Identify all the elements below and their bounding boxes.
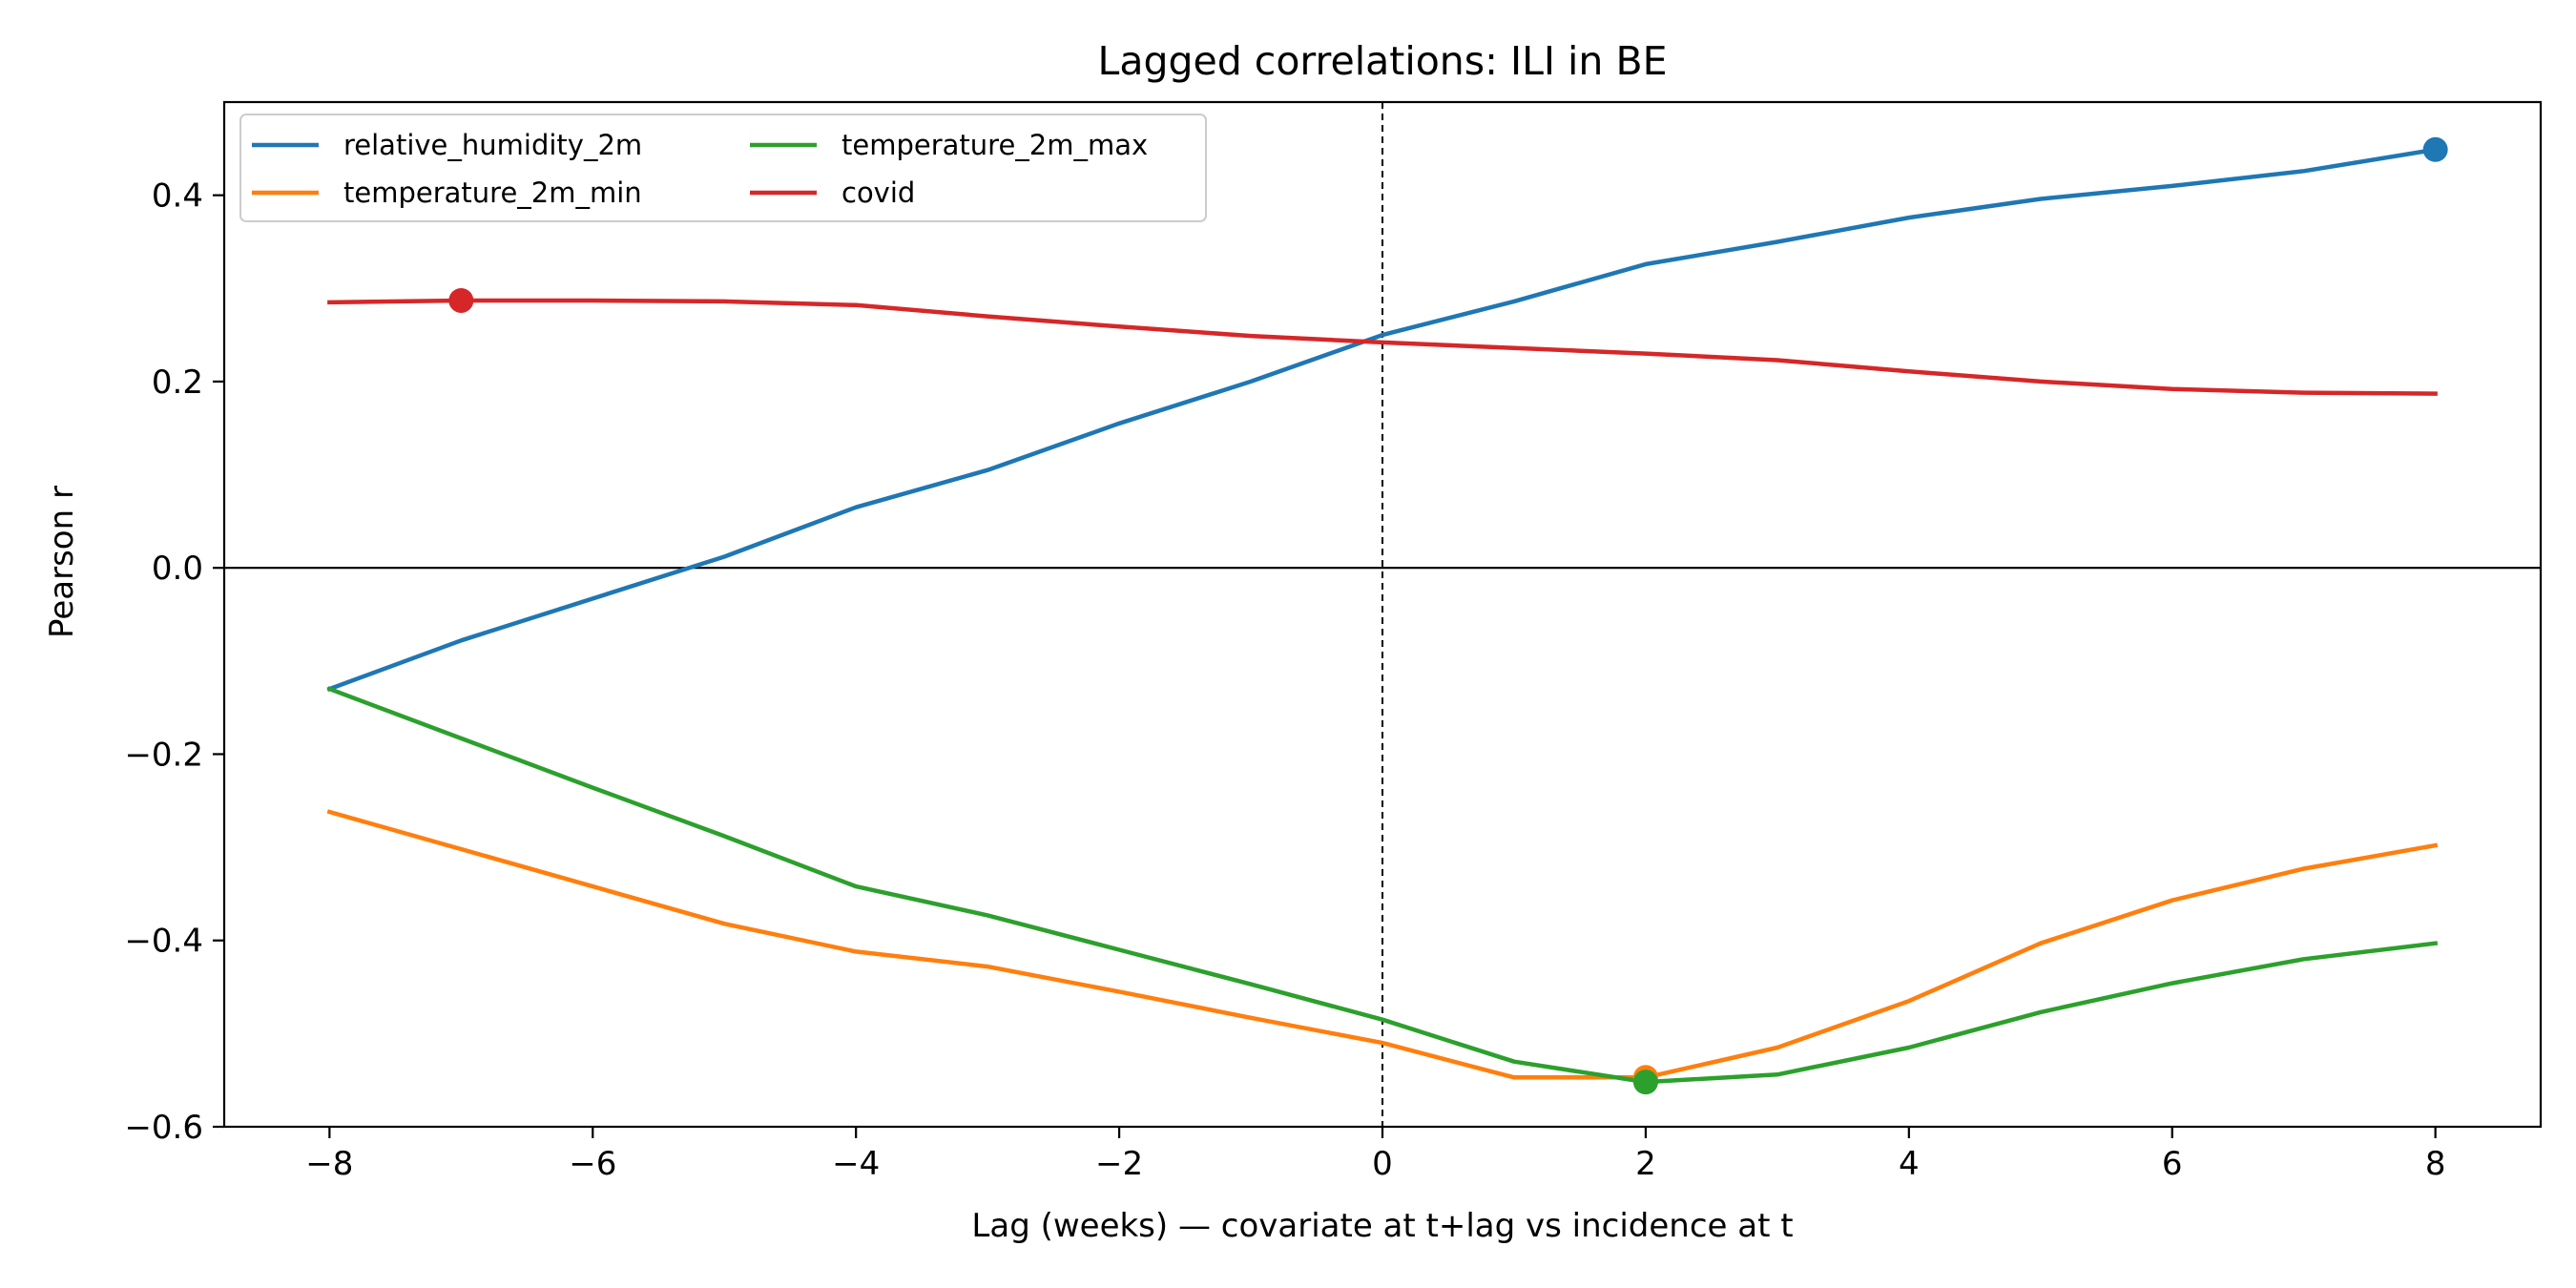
plot-area: −8 −6 −4 −2 0 2 4 6 8 −0.6 −0.4 −0.2 0.0 0.2 0.4 (124, 102, 2541, 1183)
peak-marker-temperature_2m_max (1632, 1070, 1658, 1095)
y-tick-label: −0.6 (124, 1109, 203, 1147)
legend-label-relative_humidity_2m: relative_humidity_2m (343, 129, 642, 161)
legend-label-temperature_2m_min: temperature_2m_min (343, 177, 642, 209)
x-tick-label: −6 (569, 1145, 616, 1183)
y-tick-label: 0.4 (152, 177, 203, 216)
peak-marker-covid (448, 287, 474, 313)
x-tick-label: 8 (2425, 1145, 2446, 1183)
legend-label-covid: covid (841, 177, 915, 209)
legend-box (239, 114, 1207, 222)
series-line-temperature_2m_max (326, 686, 2439, 1085)
x-tick-label: 4 (1899, 1145, 1920, 1183)
x-tick-label: −8 (305, 1145, 353, 1183)
plot-frame (222, 100, 2543, 1129)
series-line-covid (327, 298, 2438, 396)
x-tick-label: −2 (1095, 1145, 1143, 1183)
x-axis-label: Lag (weeks) — covariate at t+lag vs inci… (971, 1207, 1793, 1245)
y-tick-label: −0.2 (124, 736, 203, 774)
y-tick-label: 0.2 (152, 364, 203, 402)
x-tick-label: −4 (832, 1145, 880, 1183)
peak-marker-relative_humidity_2m (2422, 136, 2448, 162)
legend: relative_humidity_2m temperature_2m_min te… (239, 114, 1207, 222)
x-tick-label: 6 (2162, 1145, 2183, 1183)
legend-label-temperature_2m_max: temperature_2m_max (841, 129, 1148, 161)
series-line-relative_humidity_2m (326, 147, 2439, 692)
x-tick-label: 0 (1372, 1145, 1393, 1183)
series-line-temperature_2m_min (326, 809, 2439, 1080)
y-axis-label: Pearson r (43, 486, 81, 638)
y-tick-label: −0.4 (124, 923, 203, 961)
chart-title: Lagged correlations: ILI in BE (1097, 38, 1667, 84)
y-tick-label: 0.0 (152, 550, 203, 588)
x-tick-label: 2 (1635, 1145, 1656, 1183)
